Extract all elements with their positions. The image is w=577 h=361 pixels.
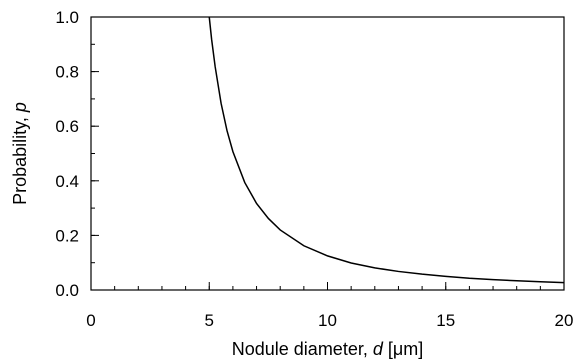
x-axis-label-var: d <box>373 339 384 359</box>
y-tick-label: 1.0 <box>55 8 79 27</box>
y-tick-label: 0.6 <box>55 117 79 136</box>
tick-labels: 0 5 10 15 20 0.0 0.2 0.4 0.6 0.8 1.0 <box>55 8 573 330</box>
x-tick-label: 10 <box>318 311 337 330</box>
x-axis-label-text: Nodule diameter, <box>232 339 373 359</box>
y-tick-label: 0.0 <box>55 281 79 300</box>
major-ticks <box>90 16 565 291</box>
x-tick-label: 5 <box>205 311 214 330</box>
x-axis-label-unit: [μm] <box>383 339 423 359</box>
y-axis-label: Probability, p <box>10 102 30 205</box>
y-axis-label-text: Probability, <box>10 112 30 205</box>
minor-ticks <box>90 16 565 291</box>
x-tick-label: 0 <box>86 311 95 330</box>
probability-curve <box>208 16 565 284</box>
x-tick-label: 15 <box>436 311 455 330</box>
y-tick-label: 0.8 <box>55 63 79 82</box>
x-tick-label: 20 <box>555 311 574 330</box>
x-axis-label: Nodule diameter, d [μm] <box>232 339 423 359</box>
y-tick-label: 0.2 <box>55 226 79 245</box>
y-axis-label-var: p <box>10 102 30 113</box>
y-tick-label: 0.4 <box>55 172 79 191</box>
plot-frame <box>90 16 565 291</box>
